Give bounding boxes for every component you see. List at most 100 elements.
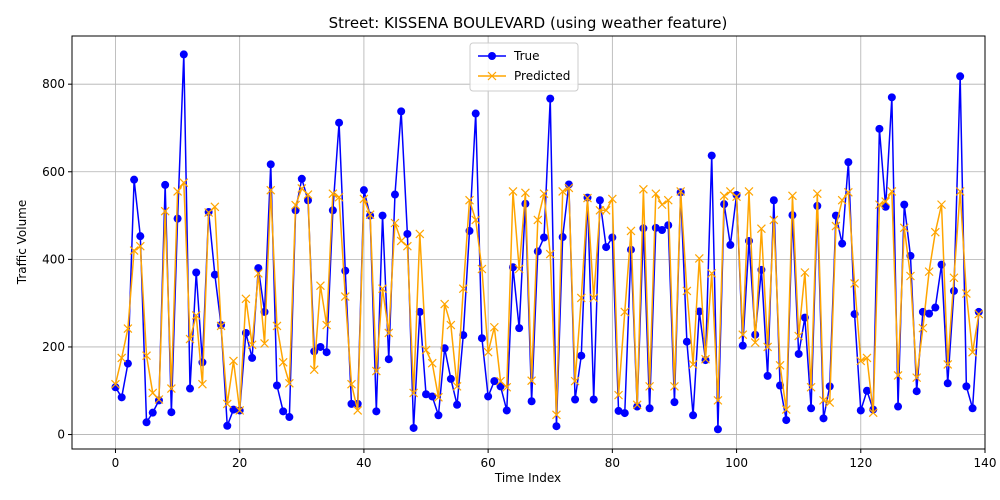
- data-point-predicted: [800, 268, 810, 277]
- data-point-true: [335, 118, 344, 127]
- data-point-predicted: [893, 370, 903, 380]
- data-point-true: [620, 409, 629, 418]
- data-point-true: [179, 50, 188, 59]
- data-point-true: [409, 423, 418, 432]
- data-point-true: [658, 226, 667, 235]
- data-point-predicted: [583, 193, 592, 203]
- data-point-true: [540, 233, 549, 242]
- data-point-predicted: [160, 206, 170, 216]
- data-point-true: [403, 229, 412, 238]
- data-point-true: [881, 202, 890, 211]
- data-point-true: [974, 307, 983, 316]
- data-point-predicted: [961, 289, 971, 298]
- data-point-true: [925, 309, 934, 318]
- data-point-true: [664, 221, 673, 230]
- data-point-true: [477, 334, 486, 343]
- data-point-predicted: [856, 356, 866, 366]
- series-line-predicted: [114, 181, 980, 416]
- data-point-true: [645, 404, 654, 413]
- x-tick-label: 120: [849, 456, 872, 470]
- data-point-predicted: [788, 191, 797, 201]
- data-point-predicted: [322, 320, 332, 330]
- y-tick-label: 800: [42, 77, 65, 91]
- data-point-predicted: [881, 197, 891, 206]
- legend-label-true: True: [513, 49, 540, 63]
- data-point-true: [254, 264, 263, 273]
- data-point-true: [763, 371, 772, 380]
- data-point-true: [695, 307, 704, 316]
- data-point-predicted: [520, 188, 530, 198]
- data-point-predicted: [763, 342, 773, 352]
- data-point-true: [471, 109, 480, 118]
- data-point-predicted: [278, 357, 288, 367]
- data-point-true: [167, 408, 176, 417]
- data-point-true: [571, 395, 580, 404]
- data-point-predicted: [508, 187, 518, 196]
- data-point-true: [546, 94, 555, 103]
- data-point-predicted: [452, 381, 462, 391]
- data-point-true: [453, 400, 462, 409]
- chart-title: Street: KISSENA BOULEVARD (using weather…: [329, 14, 728, 32]
- data-point-predicted: [440, 299, 450, 309]
- data-point-predicted: [564, 183, 574, 193]
- legend-marker-predicted: [487, 71, 497, 81]
- plot-frame: [71, 35, 986, 450]
- data-point-true: [707, 151, 716, 160]
- data-point-predicted: [446, 320, 456, 330]
- data-point-predicted: [626, 226, 636, 236]
- data-point-predicted: [632, 400, 642, 410]
- data-point-predicted: [930, 227, 940, 237]
- data-point-predicted: [657, 200, 667, 210]
- data-point-true: [446, 374, 455, 383]
- data-point-predicted: [874, 200, 884, 210]
- legend-label-predicted: Predicted: [514, 69, 570, 83]
- data-point-true: [136, 232, 145, 241]
- data-point-predicted: [694, 254, 704, 263]
- data-point-predicted: [595, 205, 605, 215]
- data-point-predicted: [229, 356, 238, 366]
- data-point-predicted: [154, 395, 164, 404]
- data-point-true: [670, 398, 679, 407]
- data-point-predicted: [812, 189, 822, 199]
- data-point-true: [794, 349, 803, 358]
- data-point-true: [279, 407, 288, 416]
- data-point-predicted: [713, 395, 723, 405]
- data-point-predicted: [371, 366, 381, 376]
- data-point-true: [459, 331, 468, 340]
- data-point-predicted: [701, 354, 710, 364]
- data-point-true: [341, 266, 350, 275]
- data-point-predicted: [533, 215, 543, 225]
- data-point-predicted: [384, 328, 394, 338]
- data-point-predicted: [819, 395, 828, 405]
- data-point-true: [266, 160, 275, 169]
- data-point-true: [415, 307, 424, 316]
- data-point-true: [372, 407, 381, 416]
- data-point-true: [390, 190, 399, 199]
- data-point-predicted: [272, 321, 282, 331]
- data-point-true: [428, 392, 437, 401]
- data-point-true: [322, 348, 331, 357]
- data-point-true: [148, 408, 157, 417]
- data-point-true: [900, 200, 909, 209]
- data-point-predicted: [949, 273, 959, 283]
- data-point-true: [316, 342, 325, 351]
- data-point-predicted: [589, 293, 599, 303]
- legend-box: [469, 42, 579, 92]
- data-point-predicted: [303, 190, 313, 199]
- data-point-predicted: [601, 205, 611, 215]
- data-point-predicted: [340, 292, 350, 302]
- data-point-predicted: [825, 398, 835, 408]
- data-point-true: [844, 158, 853, 167]
- data-point-predicted: [142, 351, 151, 361]
- data-point-predicted: [291, 200, 301, 210]
- x-tick-label: 140: [974, 456, 997, 470]
- data-point-predicted: [365, 210, 375, 220]
- data-point-predicted: [378, 284, 387, 294]
- data-point-predicted: [216, 321, 226, 331]
- x-axis-label: Time Index: [494, 471, 561, 485]
- data-point-predicted: [912, 373, 922, 383]
- legend: True Predicted: [469, 42, 579, 92]
- data-point-predicted: [750, 338, 760, 347]
- data-point-true: [962, 382, 971, 391]
- data-point-true: [931, 303, 940, 312]
